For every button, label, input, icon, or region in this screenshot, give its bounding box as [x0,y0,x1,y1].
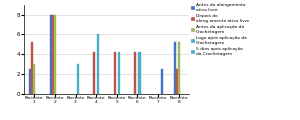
Bar [114,52,116,94]
Bar [31,42,33,94]
Bar [97,34,99,94]
Bar [139,52,140,94]
Bar [76,64,79,94]
Legend: Antes do alongamento
ativo livre, Depois do
along amento ativo livre, Antes da a: Antes do alongamento ativo livre, Depois… [191,3,249,56]
Bar [52,15,54,94]
Bar [161,69,163,94]
Bar [33,64,35,94]
Bar [134,52,136,94]
Bar [173,42,175,94]
Bar [50,15,52,94]
Bar [178,42,180,94]
Bar [118,52,120,94]
Bar [29,69,31,94]
Bar [176,69,178,94]
Bar [93,52,95,94]
Bar [54,15,56,94]
